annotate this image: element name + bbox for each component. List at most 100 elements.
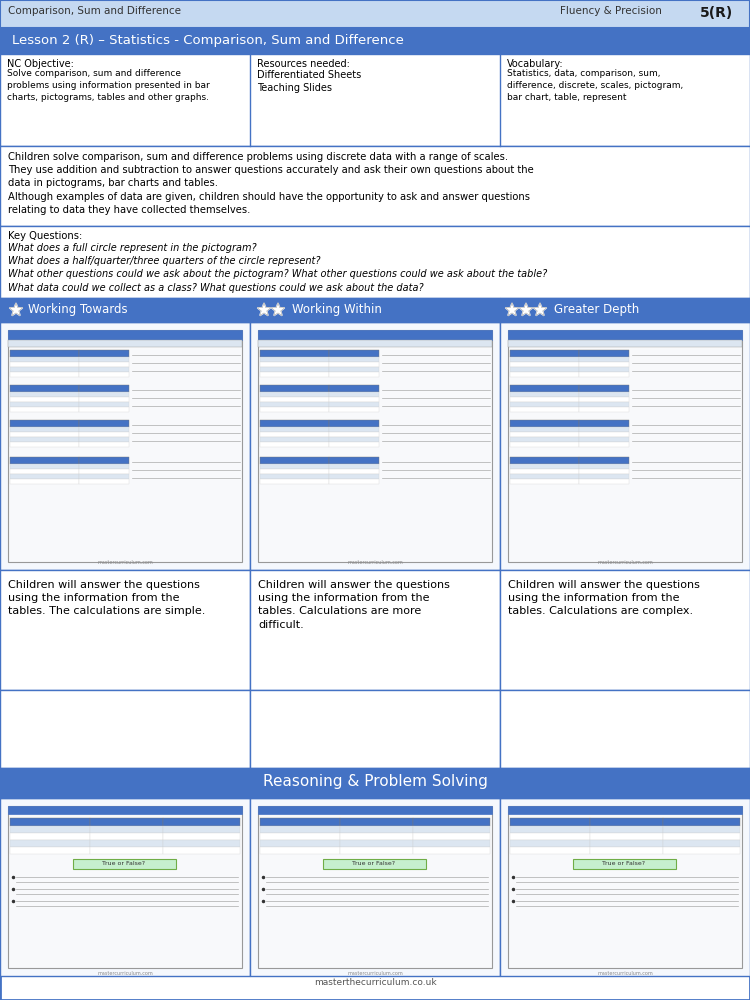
Bar — [500, 298, 750, 322]
Bar — [508, 806, 742, 968]
Bar — [73, 859, 176, 869]
Text: Key Questions:: Key Questions: — [8, 231, 82, 241]
Text: mastercurriculum.com: mastercurriculum.com — [347, 971, 403, 976]
Bar — [10, 818, 90, 826]
Bar — [413, 847, 490, 854]
Bar — [90, 826, 163, 833]
Bar — [329, 357, 379, 362]
Bar — [329, 420, 379, 427]
Text: NC Objective:: NC Objective: — [7, 59, 74, 69]
Bar — [10, 442, 79, 447]
Bar — [510, 367, 579, 372]
Bar — [329, 397, 379, 402]
Bar — [260, 420, 329, 427]
Text: True or False?: True or False? — [352, 861, 395, 866]
Polygon shape — [257, 303, 271, 316]
Bar — [510, 420, 579, 427]
Bar — [10, 474, 79, 479]
Bar — [260, 372, 329, 377]
Bar — [510, 432, 579, 437]
Bar — [0, 798, 250, 976]
Bar — [0, 768, 750, 798]
Bar — [10, 479, 79, 484]
Bar — [90, 818, 163, 826]
Bar — [10, 397, 79, 402]
Bar — [10, 402, 79, 407]
Text: Comparison, Sum and Difference: Comparison, Sum and Difference — [8, 6, 181, 16]
Text: mastercurriculum.com: mastercurriculum.com — [98, 971, 153, 976]
Bar — [329, 350, 379, 357]
Text: Solve comparison, sum and difference
problems using information presented in bar: Solve comparison, sum and difference pro… — [7, 69, 210, 102]
Bar — [260, 818, 340, 826]
Bar — [10, 826, 90, 833]
Bar — [579, 407, 629, 412]
Bar — [508, 330, 742, 562]
Bar — [329, 432, 379, 437]
Bar — [260, 407, 329, 412]
Bar — [10, 432, 79, 437]
Bar — [579, 392, 629, 397]
Bar — [500, 570, 750, 690]
Text: mastercurriculum.com: mastercurriculum.com — [597, 971, 652, 976]
Bar — [8, 806, 242, 814]
Bar — [510, 357, 579, 362]
Bar — [79, 372, 129, 377]
Text: 5(R): 5(R) — [700, 6, 734, 20]
Bar — [579, 367, 629, 372]
Bar — [79, 407, 129, 412]
Bar — [8, 330, 242, 562]
Bar — [163, 826, 240, 833]
Text: Greater Depth: Greater Depth — [554, 303, 639, 316]
Bar — [579, 442, 629, 447]
Bar — [323, 859, 426, 869]
Bar — [10, 385, 79, 392]
Bar — [260, 385, 329, 392]
Bar — [500, 798, 750, 976]
Bar — [579, 437, 629, 442]
Bar — [510, 833, 590, 840]
Text: Children will answer the questions
using the information from the
tables. The ca: Children will answer the questions using… — [8, 580, 206, 616]
Bar — [163, 833, 240, 840]
Bar — [508, 806, 742, 814]
Bar — [163, 840, 240, 847]
Text: Working Within: Working Within — [292, 303, 382, 316]
Bar — [79, 357, 129, 362]
Bar — [510, 407, 579, 412]
Bar — [510, 464, 579, 469]
Bar — [0, 28, 750, 54]
Text: True or False?: True or False? — [103, 861, 146, 866]
Bar — [329, 479, 379, 484]
Bar — [340, 847, 413, 854]
Bar — [258, 330, 492, 340]
Text: Children solve comparison, sum and difference problems using discrete data with : Children solve comparison, sum and diffe… — [8, 152, 534, 215]
Bar — [10, 457, 79, 464]
Bar — [500, 322, 750, 570]
Bar — [579, 427, 629, 432]
Bar — [579, 464, 629, 469]
Bar — [250, 322, 500, 570]
Bar — [340, 833, 413, 840]
Bar — [0, 146, 750, 226]
Bar — [79, 385, 129, 392]
Bar — [260, 367, 329, 372]
Text: mastercurriculum.com: mastercurriculum.com — [347, 560, 403, 565]
Bar — [329, 457, 379, 464]
Bar — [260, 833, 340, 840]
Text: mastercurriculum.com: mastercurriculum.com — [98, 560, 153, 565]
Bar — [10, 437, 79, 442]
Bar — [79, 367, 129, 372]
Bar — [0, 322, 250, 570]
Bar — [329, 464, 379, 469]
Bar — [260, 442, 329, 447]
Bar — [579, 357, 629, 362]
Bar — [260, 474, 329, 479]
Bar — [500, 690, 750, 768]
Bar — [579, 469, 629, 474]
Bar — [340, 826, 413, 833]
Bar — [260, 350, 329, 357]
Bar — [260, 847, 340, 854]
Text: Fluency & Precision: Fluency & Precision — [560, 6, 662, 16]
Bar — [579, 457, 629, 464]
Bar — [90, 847, 163, 854]
Bar — [579, 420, 629, 427]
